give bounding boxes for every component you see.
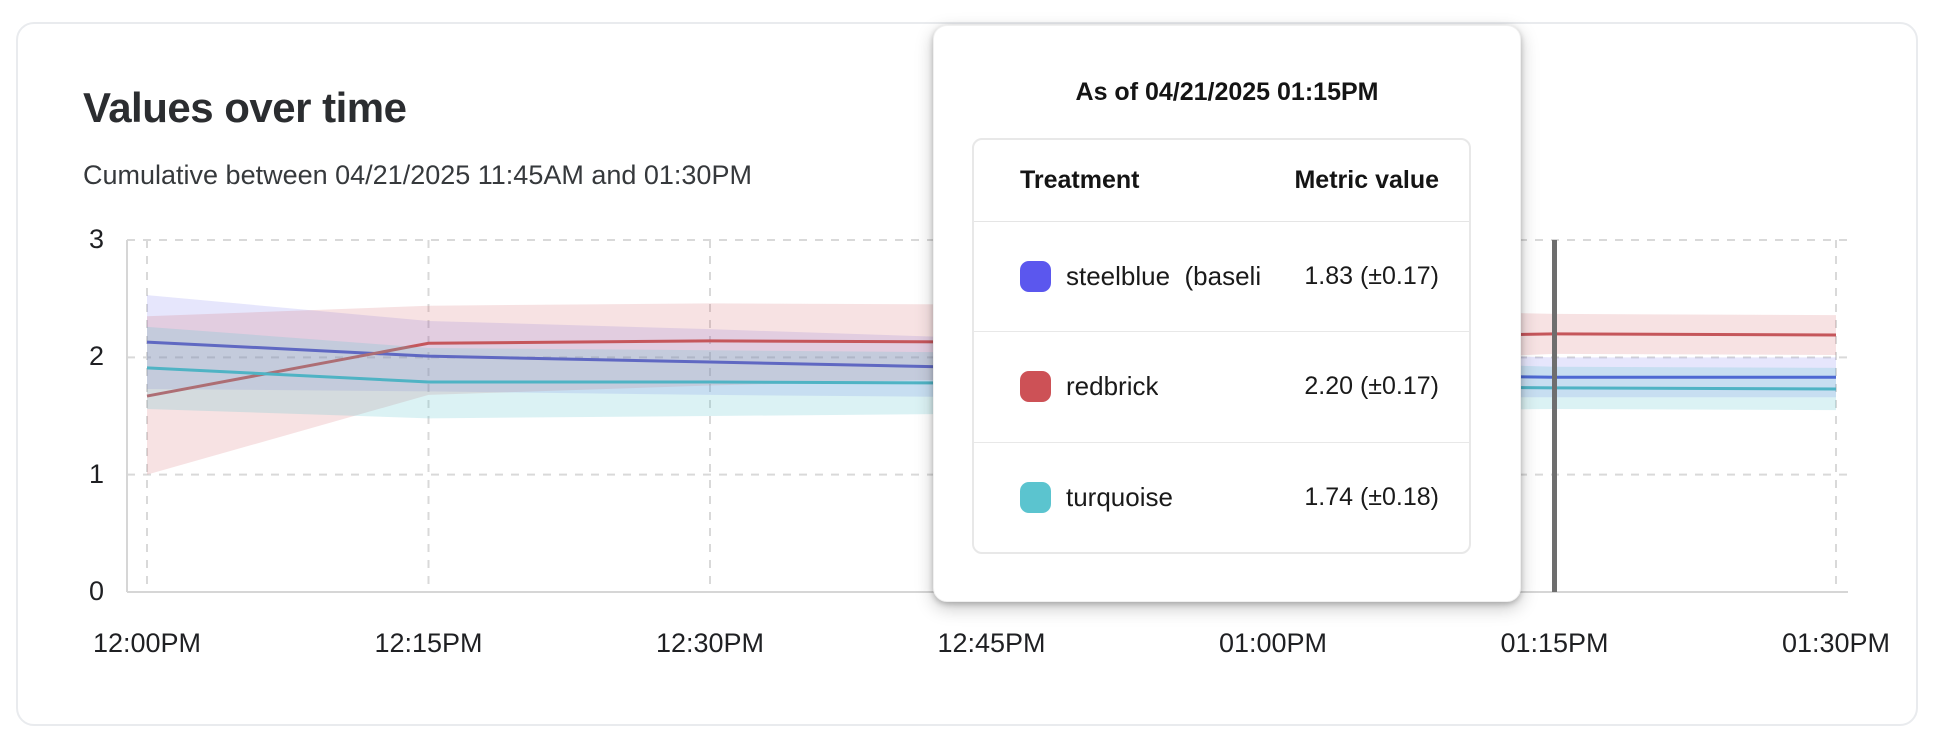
table-row: steelblue (baseli 1.83 (±0.17): [974, 222, 1469, 333]
page-title: Values over time: [83, 84, 407, 131]
y-tick-label: 1: [88, 458, 104, 489]
table-row: turquoise 1.74 (±0.18): [974, 443, 1469, 552]
metric-value-column-header: Metric value: [1294, 166, 1439, 194]
metric-value: 2.20 (±0.17): [1304, 372, 1439, 401]
y-tick-label: 3: [88, 224, 104, 254]
tooltip-table: Treatment Metric value steelblue (baseli…: [972, 138, 1471, 554]
y-tick-label: 0: [88, 576, 104, 606]
x-tick-label: 01:15PM: [1500, 628, 1609, 658]
treatment-column-header: Treatment: [1020, 166, 1140, 194]
treatment-label: redbrick: [1066, 371, 1159, 402]
metric-value: 1.83 (±0.17): [1304, 262, 1439, 291]
steelblue-swatch-icon: [1020, 261, 1051, 293]
chart-subtitle: Cumulative between 04/21/2025 11:45AM an…: [83, 160, 752, 190]
tooltip-title: As of 04/21/2025 01:15PM: [1075, 78, 1379, 106]
x-tick-label: 12:15PM: [374, 628, 483, 658]
treatment-label: turquoise: [1066, 481, 1173, 512]
y-tick-label: 2: [88, 341, 104, 372]
turquoise-swatch-icon: [1020, 481, 1051, 513]
x-tick-label: 01:00PM: [1218, 628, 1328, 658]
table-row: redbrick 2.20 (±0.17): [974, 332, 1469, 443]
x-tick-label: 01:30PM: [1781, 628, 1891, 658]
treatment-label: steelblue (baseli: [1066, 261, 1262, 292]
metric-value: 1.74 (±0.18): [1304, 482, 1439, 511]
tooltip-table-header: Treatment Metric value: [974, 140, 1469, 222]
hover-tooltip: As of 04/21/2025 01:15PM Treatment Metri…: [933, 25, 1521, 602]
redbrick-swatch-icon: [1020, 371, 1051, 403]
x-tick-label: 12:30PM: [655, 628, 765, 658]
x-tick-label: 12:45PM: [937, 628, 1046, 658]
x-tick-label: 12:00PM: [92, 628, 202, 658]
